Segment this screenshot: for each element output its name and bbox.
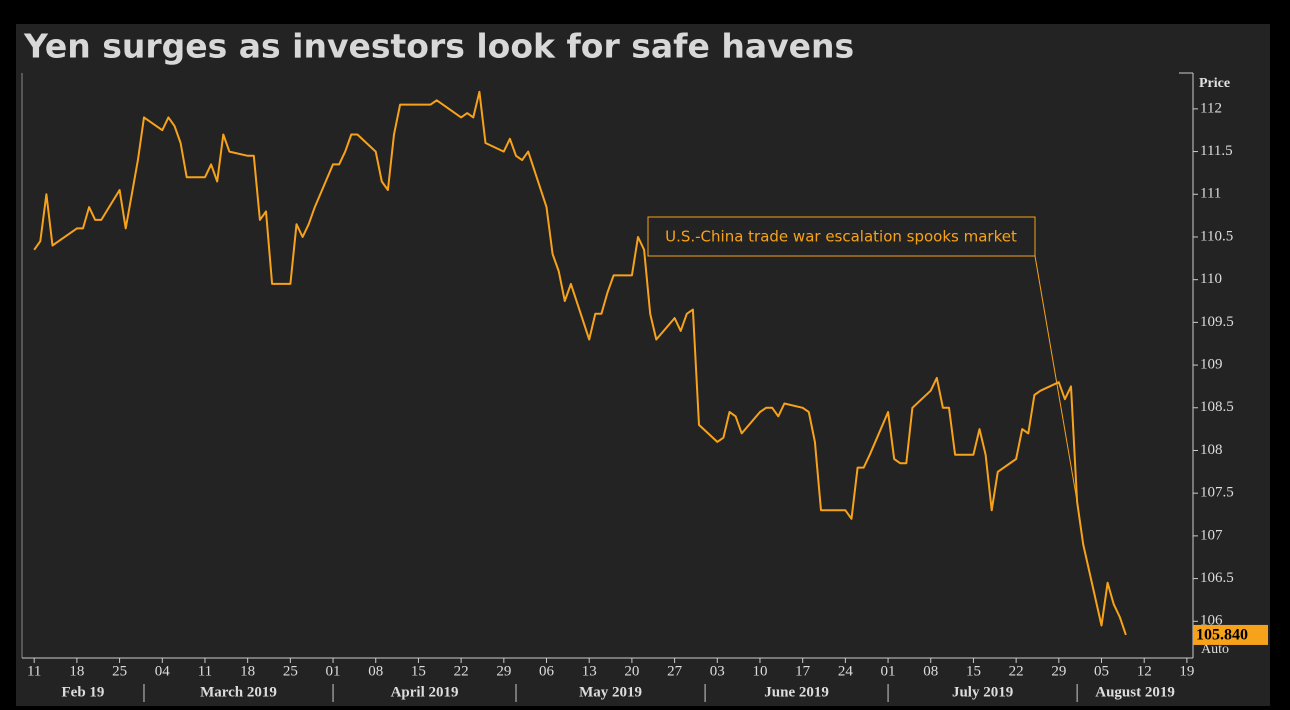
x-tick-label: 22 (454, 663, 469, 679)
month-label: August 2019 (1095, 684, 1175, 700)
y-tick-label: 111 (1200, 186, 1221, 202)
x-tick-label: 18 (240, 663, 255, 679)
x-tick-label: 01 (881, 663, 896, 679)
x-tick-label: 22 (1009, 663, 1024, 679)
x-tick-label: 29 (1051, 663, 1066, 679)
x-tick-label: 10 (752, 663, 767, 679)
x-tick-label: 15 (411, 663, 426, 679)
x-tick-label: 08 (923, 663, 938, 679)
y-tick-label: 109.5 (1200, 314, 1234, 330)
x-tick-label: 17 (795, 663, 811, 679)
x-tick-label: 08 (368, 663, 383, 679)
y-tick-label: 109 (1200, 357, 1223, 373)
chart-title: Yen surges as investors look for safe ha… (23, 27, 854, 66)
month-label: April 2019 (391, 684, 459, 700)
x-tick-label: 27 (667, 663, 683, 679)
x-tick-label: 20 (624, 663, 639, 679)
month-label: Feb 19 (62, 684, 105, 700)
month-label: July 2019 (952, 684, 1013, 700)
x-tick-label: 19 (1179, 663, 1194, 679)
badge: Auto (1201, 642, 1229, 657)
x-tick-label: 29 (496, 663, 511, 679)
y-tick-label: 108 (1200, 442, 1223, 458)
annotation-text: U.S.-China trade war escalation spooks m… (665, 228, 1017, 246)
y-axis-label: Price (1199, 76, 1230, 91)
x-tick-label: 15 (966, 663, 981, 679)
y-tick-label: 106.5 (1200, 570, 1234, 586)
x-tick-label: 12 (1137, 663, 1152, 679)
y-tick-label: 107.5 (1200, 485, 1234, 501)
panel (16, 24, 1270, 706)
x-tick-label: 18 (69, 663, 84, 679)
x-tick-label: 05 (1094, 663, 1109, 679)
x-tick-label: 01 (326, 663, 341, 679)
y-tick-label: 110 (1200, 271, 1222, 287)
y-tick-label: 110.5 (1200, 228, 1233, 244)
y-tick-label: 112 (1200, 100, 1222, 116)
x-tick-label: 24 (838, 663, 854, 679)
price-line (33, 90, 1127, 636)
month-label: March 2019 (200, 684, 277, 700)
x-tick-label: 03 (710, 663, 725, 679)
annotation-leader (1034, 255, 1078, 502)
y-tick-label: 106 (1200, 613, 1223, 629)
month-label: May 2019 (579, 684, 642, 700)
month-label: June 2019 (764, 684, 829, 700)
x-tick-label: 25 (283, 663, 298, 679)
y-tick-label: 108.5 (1200, 399, 1234, 415)
x-tick-label: 11 (27, 663, 41, 679)
x-tick-label: 04 (155, 663, 171, 679)
last-price-label: 105.840 (1196, 627, 1248, 644)
x-tick-label: 06 (539, 663, 555, 679)
annotation-box (647, 216, 1036, 257)
y-tick-label: 111.5 (1200, 143, 1233, 159)
x-tick-label: 25 (112, 663, 127, 679)
y-tick-label: 107 (1200, 527, 1223, 543)
x-tick-label: 13 (582, 663, 597, 679)
last-price-box (1193, 624, 1268, 645)
x-tick-label: 11 (198, 663, 212, 679)
